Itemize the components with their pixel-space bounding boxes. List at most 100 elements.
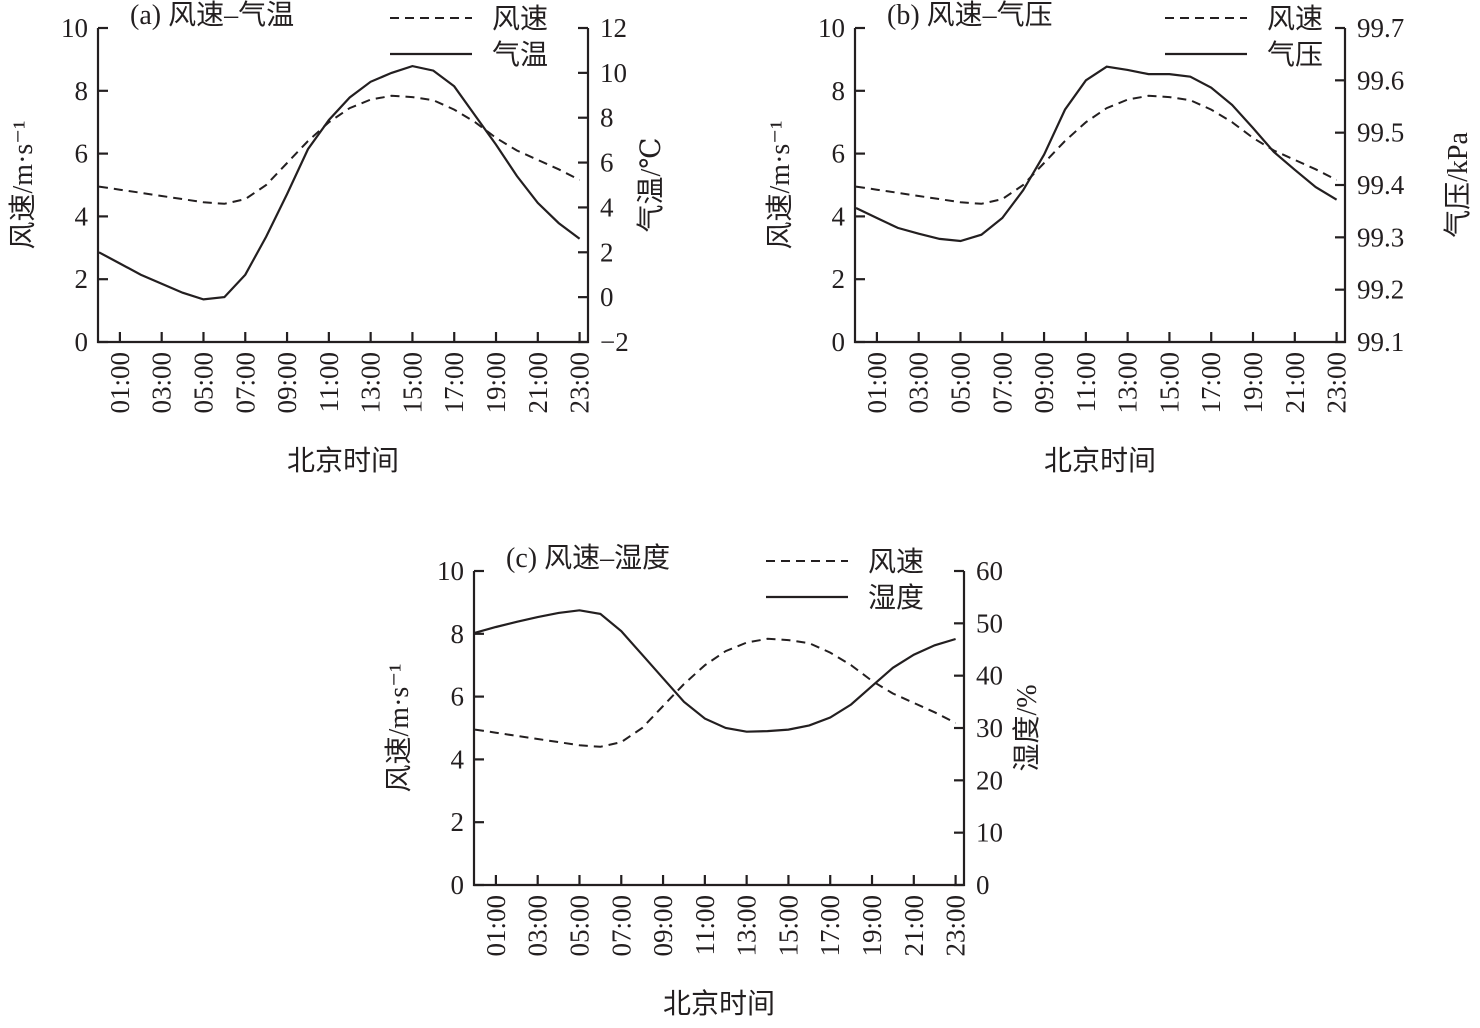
y-tick-label-left: 2 — [451, 807, 465, 837]
y-tick-label-right: 99.5 — [1357, 118, 1404, 148]
legend-label: 风速 — [868, 547, 924, 578]
x-tick-label: 07:00 — [606, 895, 636, 957]
x-tick-label: 23:00 — [565, 352, 595, 414]
x-tick-label: 15:00 — [1154, 352, 1184, 414]
y-axis-label-right: 湿度/% — [1011, 684, 1043, 771]
x-tick-label: 03:00 — [523, 895, 553, 957]
legend-label: 气温 — [492, 39, 548, 71]
panel-title: (c) 风速–湿度 — [506, 542, 670, 574]
y-tick-label-right: −2 — [600, 327, 629, 357]
y-axis-label-left: 风速/m·s⁻¹ — [8, 121, 39, 250]
series-line-wind-speed — [98, 94, 581, 205]
y-tick-label-right: 4 — [600, 192, 614, 222]
x-tick-label: 21:00 — [1280, 352, 1310, 414]
x-tick-label: 09:00 — [272, 352, 302, 414]
y-tick-label-left: 8 — [451, 619, 465, 649]
y-tick-label-left: 0 — [451, 870, 465, 900]
y-tick-label-right: 99.3 — [1357, 222, 1404, 252]
y-tick-label-right: 10 — [976, 818, 1003, 848]
plot-frame — [472, 571, 966, 887]
x-tick-label: 09:00 — [1029, 352, 1059, 414]
y-tick-label-right: 20 — [976, 765, 1003, 795]
y-tick-label-right: 12 — [600, 13, 627, 43]
series-line-secondary — [474, 609, 956, 733]
y-tick-label-left: 6 — [75, 139, 89, 169]
y-axis-label-left: 风速/m·s⁻¹ — [384, 664, 415, 793]
y-tick-label-right: 0 — [600, 282, 614, 312]
x-tick-label: 11:00 — [1071, 352, 1101, 413]
x-tick-label: 21:00 — [899, 895, 929, 957]
series-line-wind-speed — [474, 637, 957, 748]
y-tick-label-left: 4 — [451, 744, 465, 774]
plot-frame — [853, 28, 1347, 344]
y-tick-label-right: 99.1 — [1357, 327, 1404, 357]
y-tick-label-right: 0 — [976, 870, 990, 900]
y-axis-label-right: 气温/℃ — [635, 137, 667, 232]
y-tick-label-left: 8 — [75, 76, 89, 106]
panel-a: 0 2 4 6 8 10 −2 0 2 4 6 8 10 12 01:00 03:00 05:00 07:00 09… — [8, 0, 667, 477]
y-tick-label-left: 4 — [832, 201, 846, 231]
x-tick-label: 15:00 — [397, 352, 427, 414]
y-tick-label-left: 0 — [75, 327, 89, 357]
y-tick-label-left: 8 — [832, 76, 846, 106]
legend-label: 风速 — [1267, 4, 1323, 35]
x-tick-label: 05:00 — [564, 895, 594, 957]
y-tick-label-left: 10 — [818, 13, 845, 43]
x-tick-label: 19:00 — [481, 352, 511, 414]
y-tick-label-left: 10 — [437, 556, 464, 586]
y-tick-label-right: 10 — [600, 58, 627, 88]
y-axis-label-right: 气压/kPa — [1442, 132, 1474, 238]
legend-label: 气压 — [1267, 39, 1323, 71]
panel-title: (a) 风速–气温 — [130, 0, 294, 31]
x-axis-label: 北京时间 — [287, 445, 399, 477]
panel-title: (b) 风速–气压 — [887, 0, 1053, 31]
x-tick-label: 23:00 — [941, 895, 971, 957]
y-tick-label-right: 30 — [976, 713, 1003, 743]
y-tick-label-right: 8 — [600, 103, 614, 133]
y-tick-label-right: 6 — [600, 148, 614, 178]
x-tick-label: 07:00 — [987, 352, 1017, 414]
y-tick-label-left: 0 — [832, 327, 846, 357]
y-axis-label-left: 风速/m·s⁻¹ — [765, 121, 796, 250]
y-tick-label-left: 6 — [451, 682, 465, 712]
x-tick-label: 01:00 — [862, 352, 892, 414]
x-tick-label: 13:00 — [356, 352, 386, 414]
x-tick-label: 23:00 — [1322, 352, 1352, 414]
x-tick-label: 19:00 — [1238, 352, 1268, 414]
x-tick-label: 01:00 — [481, 895, 511, 957]
y-tick-label-right: 60 — [976, 556, 1003, 586]
y-tick-label-right: 99.4 — [1357, 170, 1405, 200]
panel-c: 0 2 4 6 8 10 0 10 20 30 40 50 60 01:00 03:00 05:00 07:00… — [384, 542, 1043, 1020]
y-tick-label-right: 99.6 — [1357, 65, 1404, 95]
y-tick-label-left: 6 — [832, 139, 846, 169]
x-tick-label: 17:00 — [815, 895, 845, 957]
y-tick-label-left: 2 — [832, 264, 846, 294]
panel-b: 0 2 4 6 8 10 99.1 99.2 99.3 99.4 99.5 99.6 99.7 01:00… — [765, 0, 1474, 477]
series-line-secondary — [855, 65, 1338, 243]
plot-frame — [96, 28, 590, 344]
x-tick-label: 19:00 — [857, 895, 887, 957]
x-tick-label: 03:00 — [147, 352, 177, 414]
x-tick-label: 11:00 — [690, 895, 720, 956]
x-tick-label: 11:00 — [314, 352, 344, 413]
x-axis-label: 北京时间 — [1044, 445, 1156, 477]
legend-label: 湿度 — [868, 582, 924, 614]
x-tick-label: 01:00 — [105, 352, 135, 414]
legend-label: 风速 — [492, 4, 548, 35]
series-line-wind-speed — [855, 94, 1338, 205]
x-tick-label: 21:00 — [523, 352, 553, 414]
y-tick-label-right: 2 — [600, 237, 614, 267]
series-line-secondary — [98, 64, 581, 301]
y-tick-label-right: 99.2 — [1357, 275, 1404, 305]
x-axis-label: 北京时间 — [663, 988, 775, 1020]
x-tick-label: 05:00 — [188, 352, 218, 414]
x-tick-label: 09:00 — [648, 895, 678, 957]
x-tick-label: 07:00 — [230, 352, 260, 414]
x-tick-label: 15:00 — [773, 895, 803, 957]
x-tick-label: 13:00 — [732, 895, 762, 957]
y-tick-label-left: 4 — [75, 201, 89, 231]
y-tick-label-right: 40 — [976, 661, 1003, 691]
x-tick-label: 17:00 — [1196, 352, 1226, 414]
x-tick-label: 17:00 — [439, 352, 469, 414]
